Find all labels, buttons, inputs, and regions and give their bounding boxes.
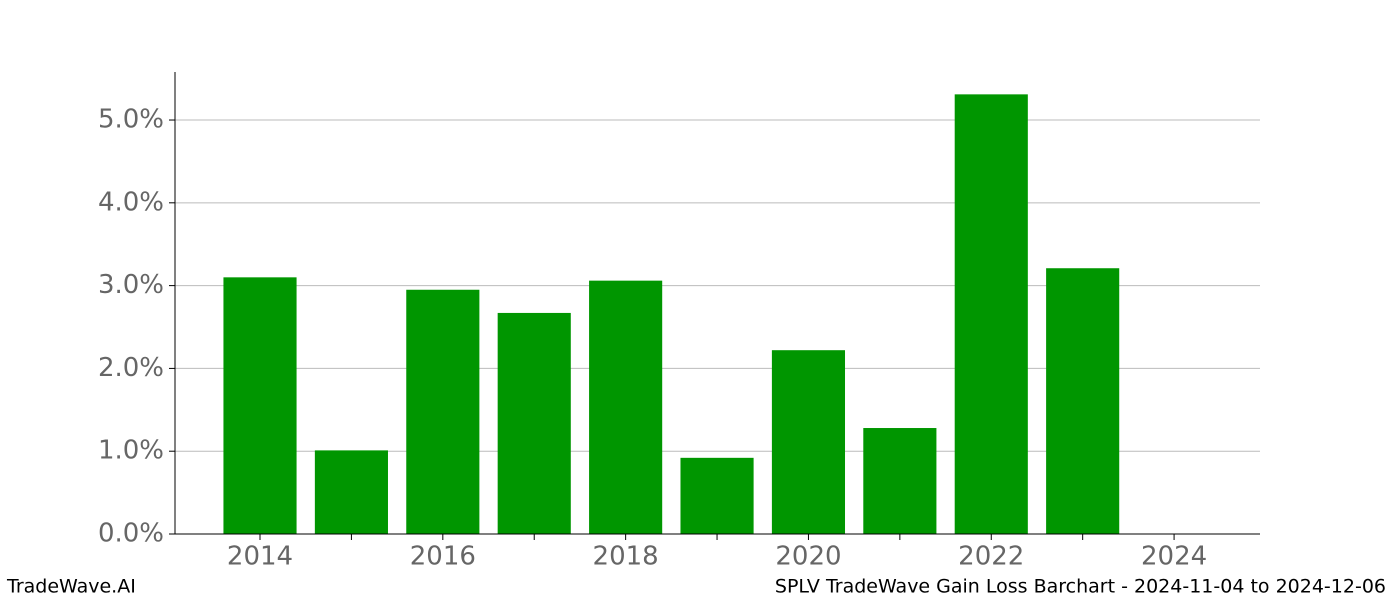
y-tick-label: 4.0% (98, 187, 164, 217)
x-tick-label: 2018 (593, 542, 659, 572)
y-tick-label: 3.0% (98, 270, 164, 300)
footer-left: TradeWave.AI (6, 576, 136, 598)
bar (771, 350, 846, 534)
x-tick-label: 2022 (958, 542, 1024, 572)
y-tick-label: 0.0% (98, 519, 164, 549)
y-tick-label: 5.0% (98, 105, 164, 135)
bar (223, 277, 297, 534)
footer-right: SPLV TradeWave Gain Loss Barchart - 2024… (775, 576, 1386, 598)
bar (954, 94, 1028, 535)
bar (406, 289, 480, 534)
bar (497, 312, 571, 534)
bar (314, 450, 388, 534)
bar (680, 457, 754, 534)
x-tick-label: 2020 (775, 542, 841, 572)
bar (863, 428, 937, 534)
bar (1046, 268, 1120, 534)
bar (589, 280, 663, 534)
x-tick-label: 2016 (410, 542, 476, 572)
x-tick-label: 2014 (227, 542, 293, 572)
x-tick-label: 2024 (1141, 542, 1207, 572)
y-tick-label: 1.0% (98, 436, 164, 466)
y-tick-label: 2.0% (98, 353, 164, 383)
